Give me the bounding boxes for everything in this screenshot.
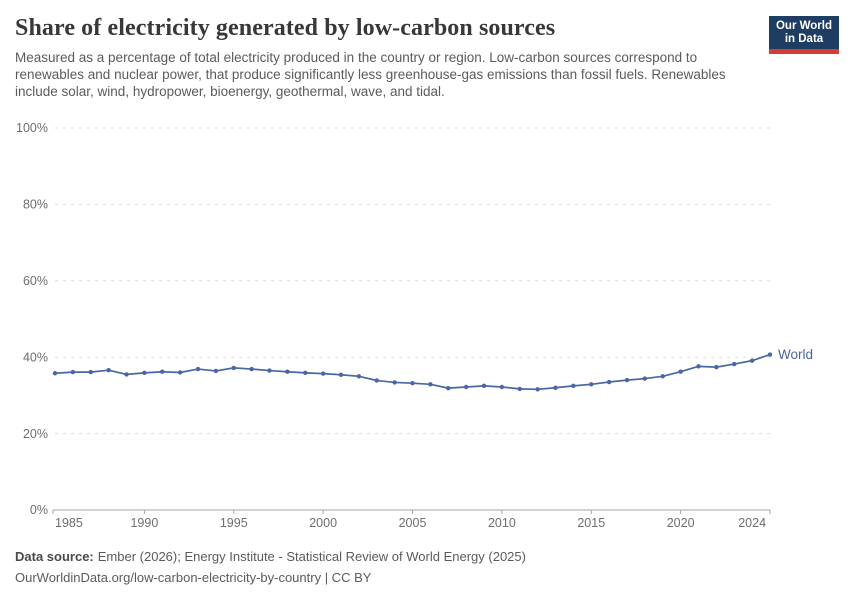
data-point[interactable] bbox=[624, 377, 630, 383]
data-point[interactable] bbox=[660, 374, 665, 379]
x-axis-label: 1985 bbox=[55, 516, 83, 530]
x-axis-label: 1990 bbox=[130, 516, 158, 530]
owid-logo-text-line2: in Data bbox=[784, 33, 824, 45]
y-axis-label: 100% bbox=[16, 121, 48, 135]
chart-footer: Data source: Ember (2026); Energy Institu… bbox=[15, 546, 526, 588]
y-axis-label: 40% bbox=[23, 350, 48, 364]
data-point[interactable] bbox=[303, 370, 308, 376]
data-point[interactable] bbox=[410, 380, 415, 386]
owid-logo[interactable]: Our World in Data bbox=[769, 16, 839, 54]
data-point[interactable] bbox=[589, 382, 594, 387]
data-point[interactable] bbox=[535, 387, 540, 392]
data-point[interactable] bbox=[481, 383, 487, 389]
data-point[interactable] bbox=[732, 361, 737, 367]
data-point[interactable] bbox=[678, 369, 683, 374]
y-axis-label: 20% bbox=[23, 427, 48, 441]
data-point[interactable] bbox=[749, 358, 755, 363]
data-point[interactable] bbox=[642, 376, 648, 381]
data-point[interactable] bbox=[571, 383, 576, 389]
data-point[interactable] bbox=[338, 372, 344, 377]
data-point[interactable] bbox=[463, 384, 469, 390]
data-point[interactable] bbox=[70, 369, 76, 375]
owid-logo-text-line1: Our World bbox=[775, 20, 832, 32]
x-axis-label: 2015 bbox=[577, 516, 605, 530]
y-axis-label: 80% bbox=[23, 198, 48, 212]
y-axis-label: 0% bbox=[30, 503, 48, 517]
data-point[interactable] bbox=[285, 369, 290, 374]
data-source-line: Data source: Ember (2026); Energy Institu… bbox=[15, 546, 526, 567]
data-point[interactable] bbox=[106, 367, 111, 373]
data-point[interactable] bbox=[160, 369, 165, 374]
data-point[interactable] bbox=[124, 372, 129, 377]
citation-line: OurWorldinData.org/low-carbon-electricit… bbox=[15, 570, 372, 585]
chart-header: Share of electricity generated by low-ca… bbox=[0, 0, 850, 100]
data-point[interactable] bbox=[446, 385, 451, 391]
data-point[interactable] bbox=[499, 384, 505, 390]
data-point[interactable] bbox=[213, 368, 219, 374]
data-point[interactable] bbox=[88, 369, 93, 375]
y-axis-label: 60% bbox=[23, 274, 48, 288]
data-point[interactable] bbox=[195, 366, 201, 372]
data-point[interactable] bbox=[714, 364, 719, 370]
data-point[interactable] bbox=[517, 386, 522, 392]
chart-subtitle: Measured as a percentage of total electr… bbox=[15, 50, 726, 99]
x-axis-label: 2020 bbox=[667, 516, 695, 530]
x-axis-label: 2000 bbox=[309, 516, 337, 530]
data-source-text: Ember (2026); Energy Institute - Statist… bbox=[97, 549, 526, 564]
data-point[interactable] bbox=[142, 370, 147, 376]
data-point[interactable] bbox=[356, 374, 362, 379]
data-point[interactable] bbox=[392, 380, 397, 385]
data-point[interactable] bbox=[374, 378, 379, 383]
data-point[interactable] bbox=[320, 371, 326, 376]
data-point[interactable] bbox=[767, 352, 773, 357]
x-axis-label: 1995 bbox=[220, 516, 248, 530]
data-point[interactable] bbox=[606, 379, 612, 385]
x-axis-label: 2005 bbox=[399, 516, 427, 530]
data-point[interactable] bbox=[249, 366, 254, 372]
page-title: Share of electricity generated by low-ca… bbox=[15, 15, 556, 41]
data-point[interactable] bbox=[428, 382, 433, 387]
series-label-world[interactable]: World bbox=[778, 347, 813, 362]
x-axis-label: 2010 bbox=[488, 516, 516, 530]
x-axis-label: 2024 bbox=[738, 516, 766, 530]
data-point[interactable] bbox=[177, 370, 183, 375]
data-point[interactable] bbox=[52, 371, 58, 376]
data-source-label: Data source: bbox=[15, 549, 94, 564]
data-point[interactable] bbox=[553, 385, 558, 390]
data-point[interactable] bbox=[267, 368, 272, 373]
data-point[interactable] bbox=[696, 364, 701, 369]
data-point[interactable] bbox=[231, 365, 236, 371]
